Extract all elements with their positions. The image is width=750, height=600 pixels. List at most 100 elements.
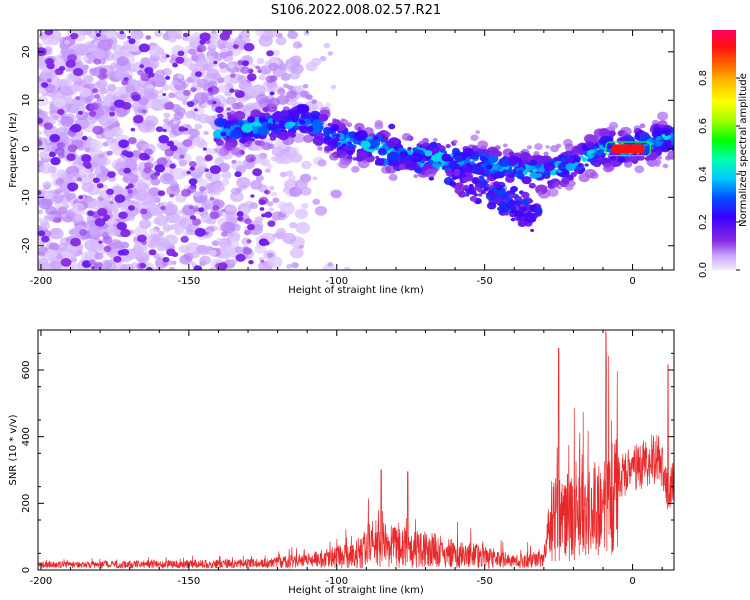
spectrogram-blob [272,233,278,238]
spectrogram-blob [472,192,477,196]
snr-y-tick-label: 400 [21,427,32,446]
spectrogram-blob [374,119,384,127]
spectrogram-blob [312,119,322,127]
spectrogram-blob [341,143,347,148]
spectrogram-blob [498,157,511,168]
spectrogram-blob [208,249,217,257]
spectrogram-blob [259,207,265,211]
spectrogram-blob [182,32,189,38]
spectrogram-blob [38,108,43,115]
spectrogram-blob [602,152,606,156]
spectrogram-blob [197,245,211,256]
spectrogram-blob [665,155,672,161]
spectrogram-blob [102,141,109,147]
spectrogram-blob [246,73,257,82]
spectrogram-blob [222,30,233,36]
spectrogram-blob [224,41,234,49]
spectrogram-blob [255,174,264,182]
spectrogram-blob [130,62,142,73]
spectrogram-blob [294,179,308,190]
spectrogram-blob [178,159,188,167]
spectrogram-blob [205,55,215,63]
spectrogram-blob [168,30,183,40]
spectrogram-blob [80,168,91,177]
spectrogram-blob [188,48,197,55]
spectrogram-blob [158,252,165,258]
spectrogram-blob [217,77,225,83]
spectrogram-blob [99,87,108,95]
spectrogram-blob [107,84,117,92]
spectrogram-blob [487,190,495,196]
spectrogram-blob [60,258,72,267]
spectrogram-blob [250,63,257,69]
spectrogram-blob [575,169,580,173]
spectrogram-blob [628,155,639,164]
spectrogram-blob [45,57,55,66]
snr-x-tick-label: -50 [477,576,493,587]
spectrogram-blob [211,100,217,105]
spectrogram-blob [543,151,549,156]
spectrogram-blob [545,145,550,149]
spectrogram-blob [97,208,108,217]
spectrogram-blob [119,30,124,35]
spectrogram-blob [240,66,250,74]
spectrogram-blob [189,215,197,221]
spectrogram-blob [477,140,489,150]
spectrogram-blob [150,177,161,186]
spectrogram-blob [163,118,170,124]
spectrogram-blob [93,58,102,65]
spectrogram-blob [118,139,130,149]
spectrogram-blob [215,157,223,163]
spectrogram-blob [250,109,262,118]
spectrogram-blob [154,215,169,227]
spectrogram-blob [220,131,227,137]
spectrogram-blob [296,104,310,115]
spectrogram-blob [317,159,327,167]
spectrogram-blob [243,42,255,52]
spectrogram-blob [297,124,306,131]
spectrogram-blob [314,205,328,216]
spectrogram-blob [258,74,266,81]
spectrogram-blob [286,263,293,269]
spectrogram-blob [667,135,672,139]
spectrogram-blob [567,175,574,180]
spectrogram-blob [244,218,252,225]
spectrogram-blob [327,262,333,267]
spectrogram-blob [96,79,108,89]
spectrogram-blob [144,67,154,75]
spectrogram-blob [458,191,467,198]
colorbar-tick-label: 0.8 [698,70,709,86]
spectrogram-blob [214,117,226,127]
spectrogram-blob [177,50,185,57]
spectrogram-blob [171,79,179,86]
spectrogram-blob [374,157,385,166]
spectrogram-blob [188,205,194,210]
spectrogram-blob [169,145,178,152]
spectrogram-blob [277,131,290,141]
spectrogram-blob [160,205,166,211]
spectrogram-blob [98,114,114,127]
spectrogram-blob [102,259,117,270]
spectrogram-blob [229,258,238,265]
spectrogram-blob [284,121,294,129]
spectrogram-blob [203,63,213,72]
spectrogram-blob [454,155,464,163]
spectrogram-blob [323,136,331,142]
spectrogram-blob [70,237,81,247]
spectrogram-blob [253,133,261,139]
snr-x-label: Height of straight line (km) [288,585,424,596]
spectrogram-blob [502,169,508,174]
spectrogram-blob [98,240,103,244]
spectrogram-blob [236,177,251,189]
spectrogram-blob [189,166,195,171]
spectrogram-blob [140,73,151,82]
spectrogram-blob [608,121,619,130]
spectrogram-blob [610,155,617,161]
spectrogram-blob [38,209,44,215]
spectrogram-blob [312,198,321,205]
spectrogram-blob [608,131,616,138]
spectrogram-blob [42,144,52,152]
spectrogram-blob [227,115,235,121]
spectrogram-y-tick-label: 20 [21,45,32,58]
spectrogram-blob [286,90,298,99]
